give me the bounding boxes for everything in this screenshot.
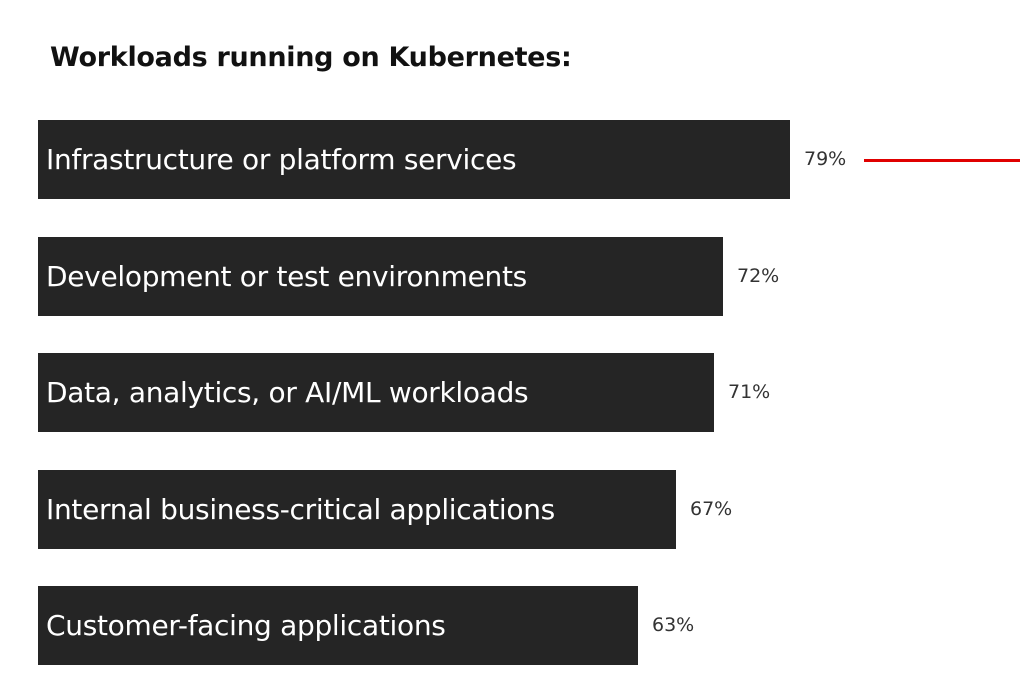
chart-title: Workloads running on Kubernetes: [50, 42, 572, 73]
bar-value-label: 71% [728, 381, 771, 403]
bar-4: Internal business-critical applications [38, 470, 676, 549]
bar-value-label: 72% [737, 265, 780, 287]
bar-value-label: 63% [652, 614, 695, 636]
bar-2: Development or test environments [38, 237, 723, 316]
bar-category-label: Data, analytics, or AI/ML workloads [46, 376, 529, 409]
bar-category-label: Customer-facing applications [46, 609, 446, 642]
bar-value-label: 67% [690, 498, 733, 520]
bar-value-label: 79% [804, 148, 847, 170]
bar-3: Data, analytics, or AI/ML workloads [38, 353, 714, 432]
bar-category-label: Infrastructure or platform services [46, 143, 517, 176]
highlight-line [864, 159, 1020, 162]
bar-category-label: Internal business-critical applications [46, 493, 555, 526]
bar-category-label: Development or test environments [46, 260, 527, 293]
bar-5: Customer-facing applications [38, 586, 638, 665]
bar-1: Infrastructure or platform services [38, 120, 790, 199]
